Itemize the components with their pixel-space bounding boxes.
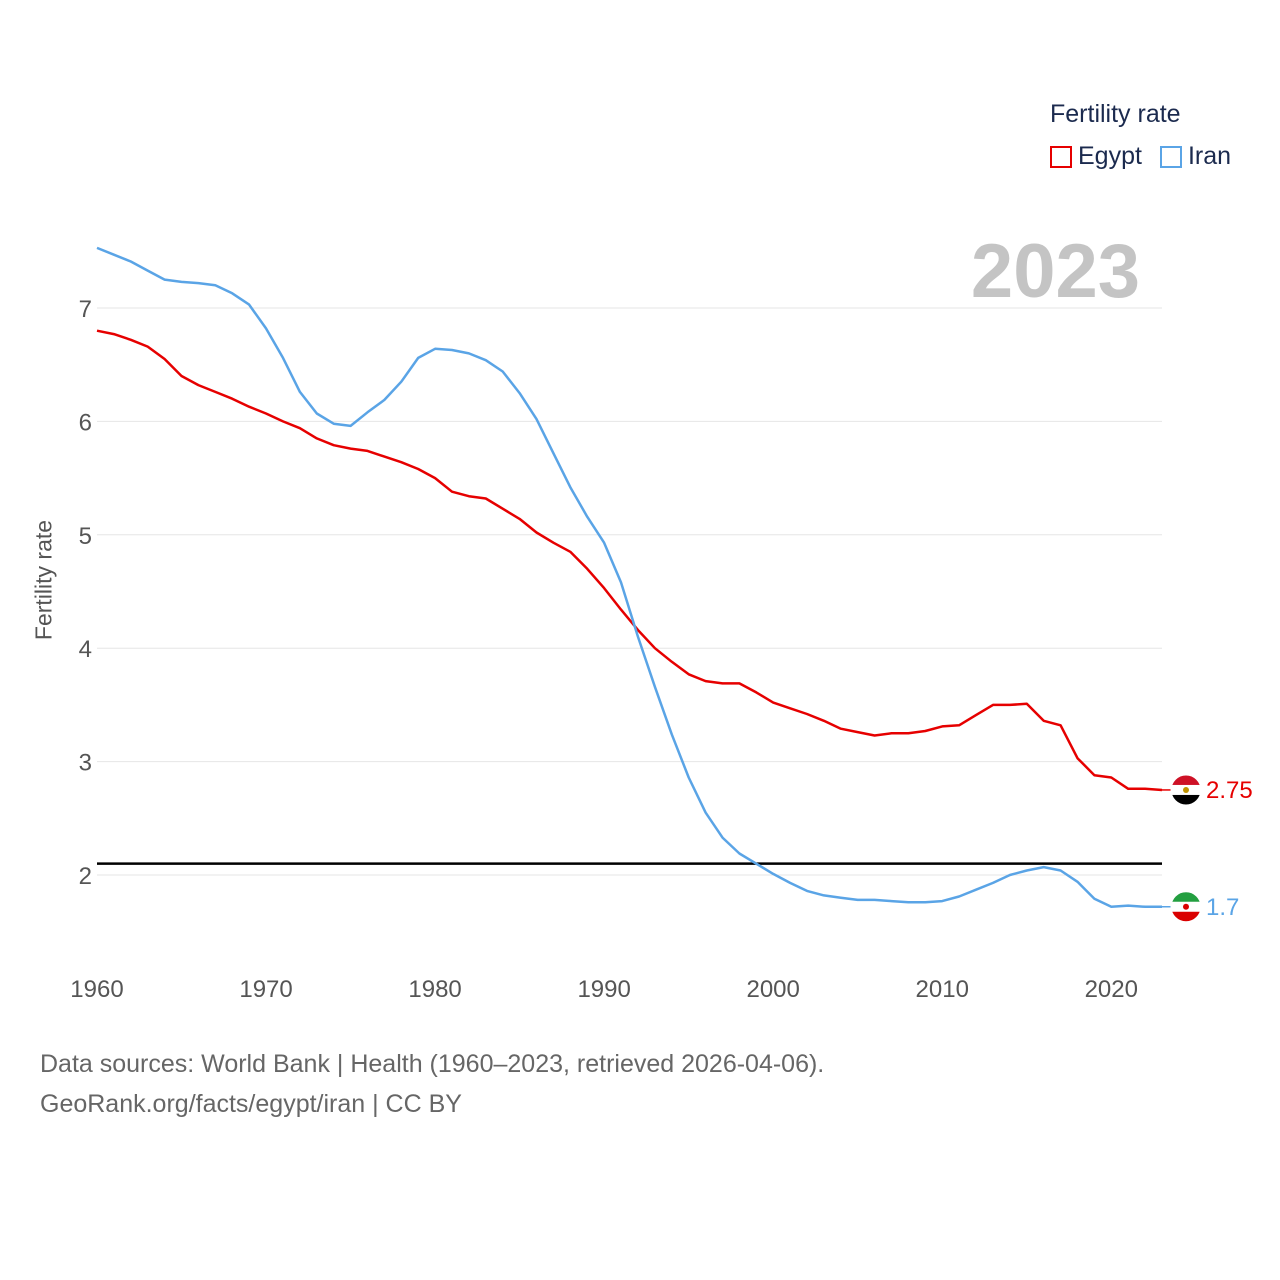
y-tick-labels: 2 3 4 5 6 7 [79,296,92,890]
source-line-1: Data sources: World Bank | Health (1960–… [40,1050,825,1078]
legend: Egypt Iran [1050,142,1249,171]
legend-item-iran[interactable]: Iran [1159,142,1232,171]
x-tick-2020: 2020 [1085,976,1138,1003]
y-tick-4: 4 [79,636,92,663]
y-axis-label: Fertility rate [30,519,57,641]
source-line-2[interactable]: GeoRank.org/facts/egypt/iran | CC BY [40,1090,462,1118]
flag-icon-iran [1170,891,1202,923]
series-line-iran[interactable] [96,246,1162,909]
end-label-iran: 1.7 [1206,894,1239,921]
y-tick-3: 3 [79,750,92,777]
legend-label-iran: Iran [1187,142,1232,170]
x-tick-1990: 1990 [577,976,630,1003]
x-tick-2010: 2010 [916,976,969,1003]
x-tick-1960: 1960 [70,976,123,1003]
source-note: Data sources: World Bank | Health (1960–… [40,1044,824,1124]
legend-swatch-iran [1159,145,1182,168]
x-tick-labels: 1960 1970 1980 1990 2000 2010 2020 [70,976,1138,1003]
x-tick-1980: 1980 [408,976,461,1003]
legend-label-egypt: Egypt [1078,142,1142,170]
y-tick-6: 6 [79,409,92,436]
flag-icon-egypt [1170,774,1202,806]
series-line-egypt[interactable] [96,329,1163,792]
y-tick-7: 7 [79,296,92,323]
legend-swatch-egypt [1050,145,1072,168]
legend-item-egypt[interactable]: Egypt [1050,142,1142,171]
legend-title: Fertility rate [1050,100,1181,128]
y-tick-2: 2 [79,863,92,890]
x-tick-2000: 2000 [746,976,799,1003]
year-watermark: 2023 [970,229,1140,314]
series-lines [96,246,1163,909]
end-label-egypt: 2.75 [1206,777,1253,804]
end-markers: 2.75 1.7 [1162,774,1253,923]
x-tick-1970: 1970 [239,976,292,1003]
y-tick-5: 5 [79,523,92,550]
gridlines [97,307,1162,876]
